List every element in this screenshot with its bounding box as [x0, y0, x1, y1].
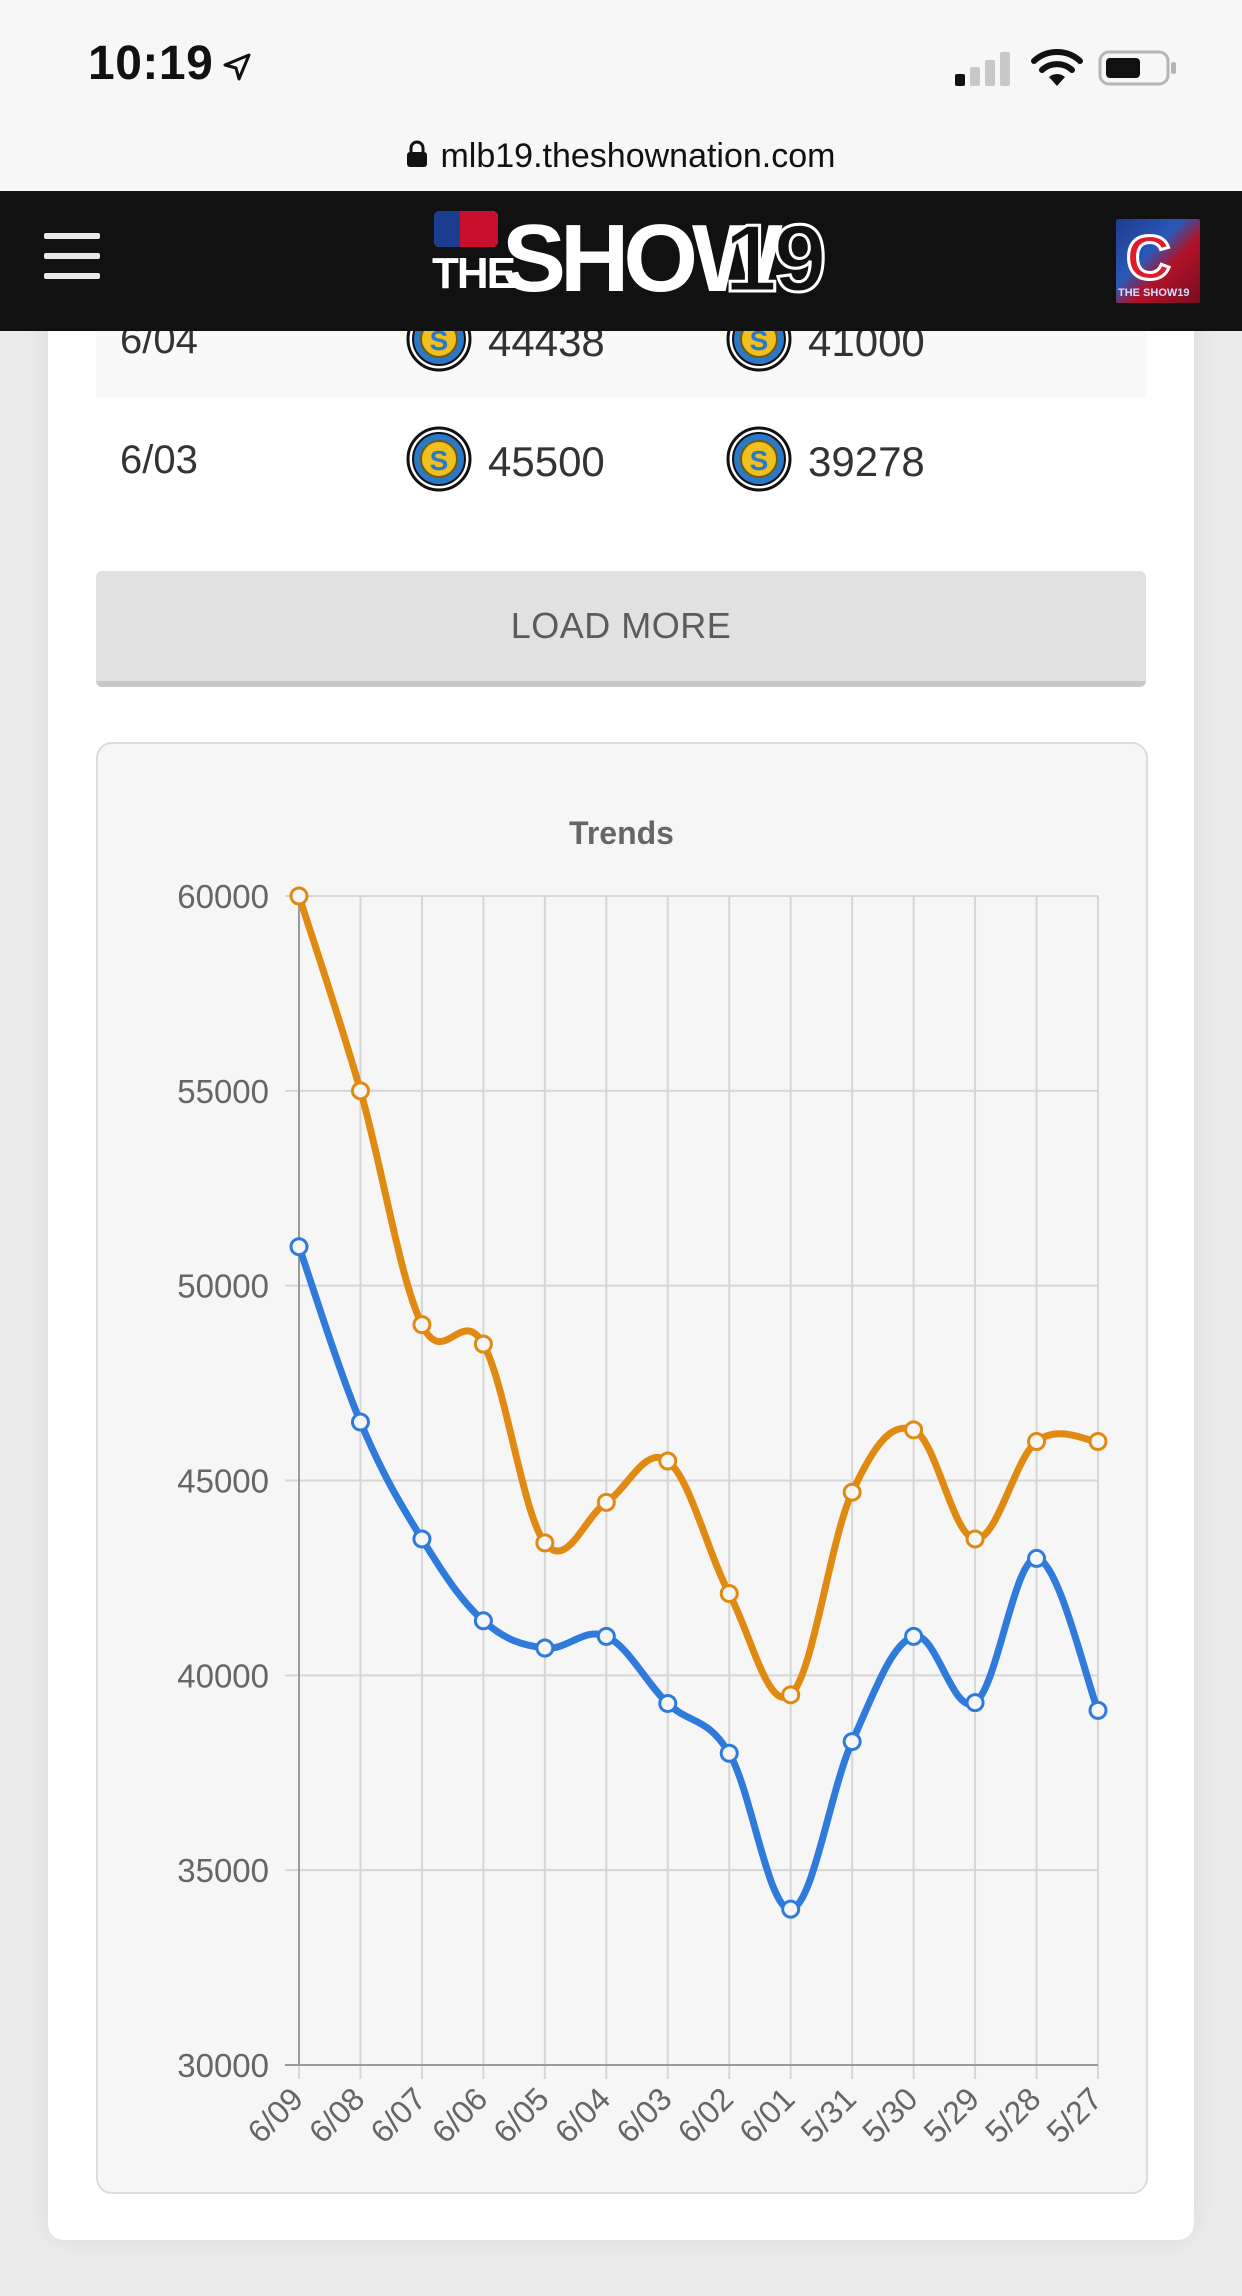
- the-show-19-logo[interactable]: THE SHOW 19: [432, 205, 828, 313]
- svg-text:S: S: [750, 445, 769, 476]
- series-point-2: [596, 1626, 616, 1646]
- x-tick-label: 6/05: [486, 2080, 555, 2149]
- site-header: THE SHOW 19 C THE SHOW19: [0, 191, 1242, 331]
- series-point-2: [1027, 1548, 1047, 1568]
- svg-text:S: S: [430, 325, 449, 356]
- series-point-1: [473, 1334, 493, 1354]
- y-tick-label: 40000: [177, 1657, 269, 1694]
- menu-bar-icon: [44, 253, 100, 259]
- load-more-button[interactable]: LOAD MORE: [96, 571, 1146, 687]
- cellular-signal-icon: [955, 52, 1010, 86]
- row-date: 6/03: [120, 438, 198, 482]
- x-tick-label: 5/28: [978, 2080, 1047, 2149]
- series-point-2: [350, 1412, 370, 1432]
- y-tick-label: 45000: [177, 1463, 269, 1500]
- wifi-icon: [1031, 49, 1083, 86]
- logo-show: SHOW: [502, 205, 783, 312]
- location-arrow-icon: [223, 53, 251, 81]
- y-tick-label: 60000: [177, 878, 269, 915]
- buy-price: 45500: [488, 438, 605, 485]
- series-point-1: [1027, 1432, 1047, 1452]
- series-point-1: [535, 1533, 555, 1553]
- x-tick-label: 5/29: [917, 2080, 986, 2149]
- menu-bar-icon: [44, 233, 100, 239]
- series-point-1: [965, 1529, 985, 1549]
- series-point-1: [904, 1420, 924, 1440]
- series-point-2: [289, 1237, 309, 1257]
- logo-the: THE: [432, 249, 516, 298]
- series-line-1: [295, 892, 1102, 1701]
- sell-price: 39278: [808, 438, 925, 485]
- series-point-2: [965, 1693, 985, 1713]
- y-tick-label: 35000: [177, 1852, 269, 1889]
- lock-icon: [407, 140, 428, 167]
- series-point-1: [289, 886, 309, 906]
- stubs-coin-icon: S: [726, 426, 792, 492]
- x-tick-label: 6/08: [302, 2080, 371, 2149]
- x-tick-label: 6/09: [240, 2080, 309, 2149]
- content-card: 6/04 S 44438 S 41000 6/03 S 45500: [48, 280, 1194, 2240]
- svg-text:S: S: [430, 445, 449, 476]
- series-point-1: [1088, 1432, 1108, 1452]
- series-point-2: [1088, 1700, 1108, 1720]
- x-tick-label: 6/02: [671, 2080, 740, 2149]
- series-point-1: [842, 1482, 862, 1502]
- logo-year: 19: [723, 205, 829, 312]
- x-tick-label: 6/07: [363, 2080, 432, 2149]
- history-row: 6/03 S 45500 S 39278: [96, 398, 1146, 516]
- x-tick-label: 5/27: [1039, 2080, 1108, 2149]
- x-tick-label: 6/01: [732, 2080, 801, 2149]
- series-point-2: [781, 1899, 801, 1919]
- series-point-1: [596, 1492, 616, 1512]
- hamburger-menu-button[interactable]: [44, 233, 100, 289]
- y-tick-label: 50000: [177, 1268, 269, 1305]
- address-bar[interactable]: mlb19.theshownation.com: [0, 120, 1242, 192]
- mlb-logo-icon: [434, 211, 498, 247]
- series-point-2: [904, 1626, 924, 1646]
- x-tick-label: 6/03: [609, 2080, 678, 2149]
- trends-chart-panel: Trends 60000 55000 50000 45000 40000 35000 3000…: [96, 742, 1148, 2194]
- chart-title: Trends: [569, 815, 674, 851]
- team-avatar[interactable]: C THE SHOW19: [1116, 219, 1200, 303]
- series-point-2: [535, 1638, 555, 1658]
- x-tick-label: 5/30: [855, 2080, 924, 2149]
- status-bar: 10:19: [0, 0, 1242, 120]
- series-point-1: [350, 1081, 370, 1101]
- series-point-2: [473, 1611, 493, 1631]
- status-time: 10:19: [88, 37, 214, 90]
- y-tick-label: 30000: [177, 2047, 269, 2084]
- trends-line-chart: Trends 60000 55000 50000 45000 40000 35000 3000…: [177, 815, 1109, 2150]
- series-point-2: [658, 1693, 678, 1713]
- series-point-1: [781, 1685, 801, 1705]
- series-line-2: [295, 1243, 1102, 1913]
- series-point-1: [412, 1315, 432, 1335]
- series-point-2: [719, 1743, 739, 1763]
- stubs-coin-icon: S: [406, 426, 472, 492]
- x-tick-label: 6/04: [548, 2080, 617, 2149]
- series-point-1: [719, 1584, 739, 1604]
- series-point-1: [658, 1451, 678, 1471]
- avatar-letter: C: [1125, 223, 1173, 295]
- y-tick-label: 55000: [177, 1073, 269, 1110]
- url-text: mlb19.theshownation.com: [440, 136, 836, 175]
- svg-text:S: S: [750, 325, 769, 356]
- x-tick-label: 6/06: [425, 2080, 494, 2149]
- x-tick-label: 5/31: [794, 2080, 863, 2149]
- avatar-caption: THE SHOW19: [1118, 287, 1190, 299]
- series-point-2: [412, 1529, 432, 1549]
- battery-icon: [1098, 50, 1176, 86]
- series-point-2: [842, 1732, 862, 1752]
- menu-bar-icon: [44, 273, 100, 279]
